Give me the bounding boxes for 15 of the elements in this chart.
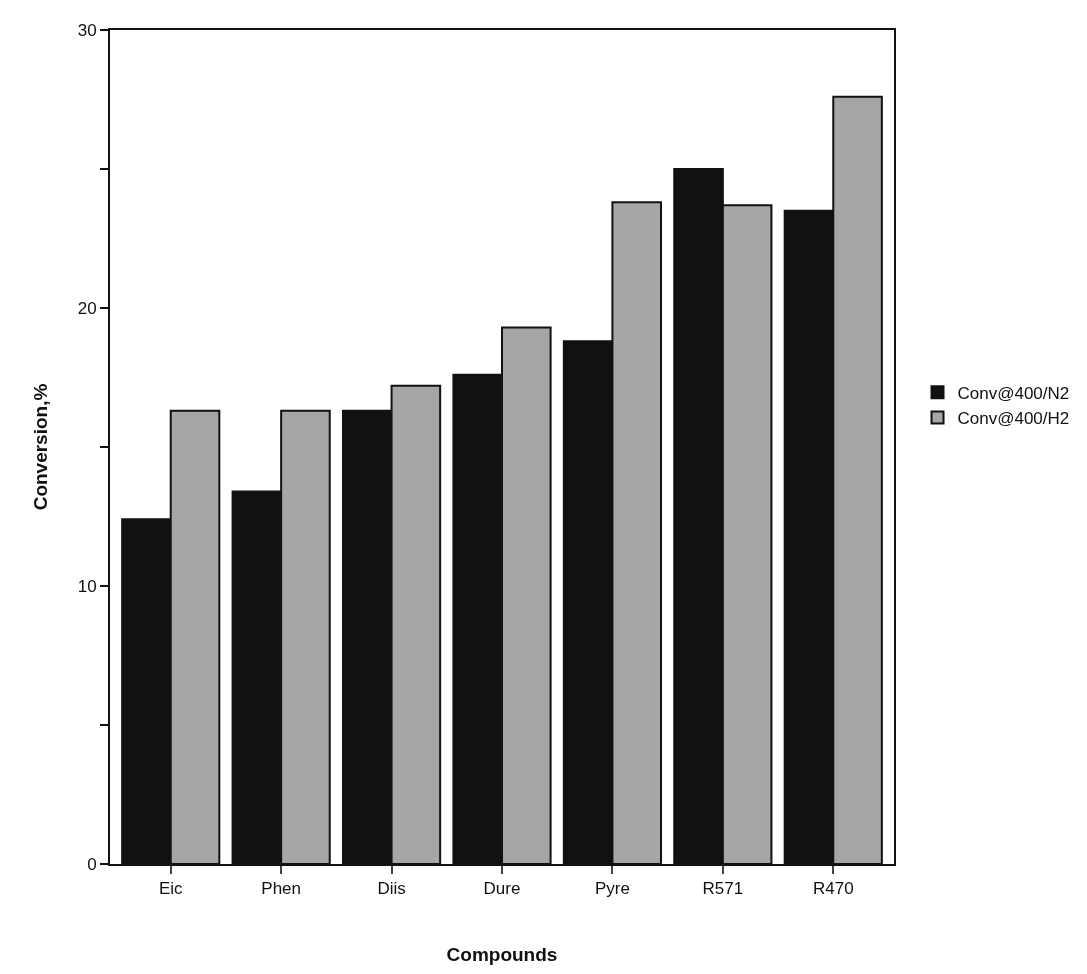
x-tick-label: Diis	[377, 879, 406, 899]
x-tick-label: Dure	[483, 879, 521, 899]
y-axis-title: Conversion,%	[30, 383, 52, 511]
x-tick-label: Phen	[261, 879, 301, 899]
legend-label: Conv@400/H2	[957, 409, 1070, 429]
x-tick-label: R571	[702, 879, 744, 899]
legend-label: Conv@400/N2	[957, 383, 1070, 403]
y-tick-label: 30	[77, 20, 97, 40]
x-tick-label: R470	[812, 879, 854, 899]
y-tick-label: 0	[87, 854, 97, 874]
y-tick-label: 20	[77, 298, 97, 318]
y-tick-label: 10	[77, 576, 97, 596]
x-tick-label: Eic	[158, 879, 184, 899]
x-axis-title: Compounds	[446, 943, 558, 965]
x-tick-label: Pyre	[594, 879, 630, 899]
